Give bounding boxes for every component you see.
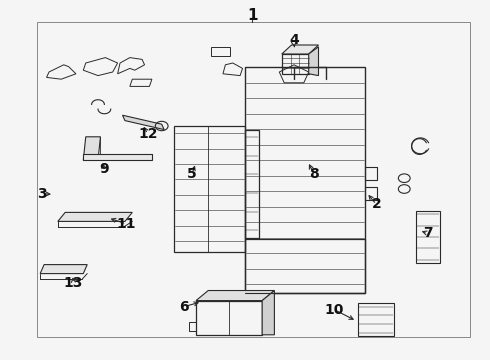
Text: 13: 13: [64, 276, 83, 290]
Polygon shape: [58, 212, 132, 221]
Bar: [37, 22, 470, 337]
Bar: [245, 130, 259, 238]
Text: 2: 2: [371, 198, 381, 211]
Text: 4: 4: [289, 33, 299, 47]
Polygon shape: [282, 45, 319, 54]
Bar: [245, 239, 365, 293]
Polygon shape: [309, 47, 318, 76]
Text: 10: 10: [324, 303, 344, 316]
Text: 7: 7: [423, 226, 433, 240]
Text: 3: 3: [37, 187, 47, 201]
Bar: [245, 67, 365, 293]
Text: 1: 1: [247, 8, 258, 23]
Polygon shape: [83, 137, 100, 160]
Polygon shape: [122, 115, 164, 130]
Text: 6: 6: [179, 300, 189, 314]
Text: 8: 8: [309, 167, 318, 180]
Polygon shape: [262, 291, 274, 335]
Polygon shape: [40, 265, 87, 274]
Bar: [358, 303, 394, 336]
Text: 12: 12: [138, 127, 158, 141]
Text: 11: 11: [117, 217, 136, 231]
Polygon shape: [196, 291, 274, 301]
Bar: [174, 126, 245, 252]
Bar: [416, 211, 440, 263]
Text: 9: 9: [99, 162, 109, 176]
Bar: [365, 187, 377, 200]
Bar: [282, 54, 309, 74]
Bar: [189, 322, 196, 331]
Bar: [196, 301, 262, 335]
Text: 5: 5: [187, 167, 197, 180]
Bar: [365, 167, 377, 180]
Polygon shape: [83, 154, 152, 160]
